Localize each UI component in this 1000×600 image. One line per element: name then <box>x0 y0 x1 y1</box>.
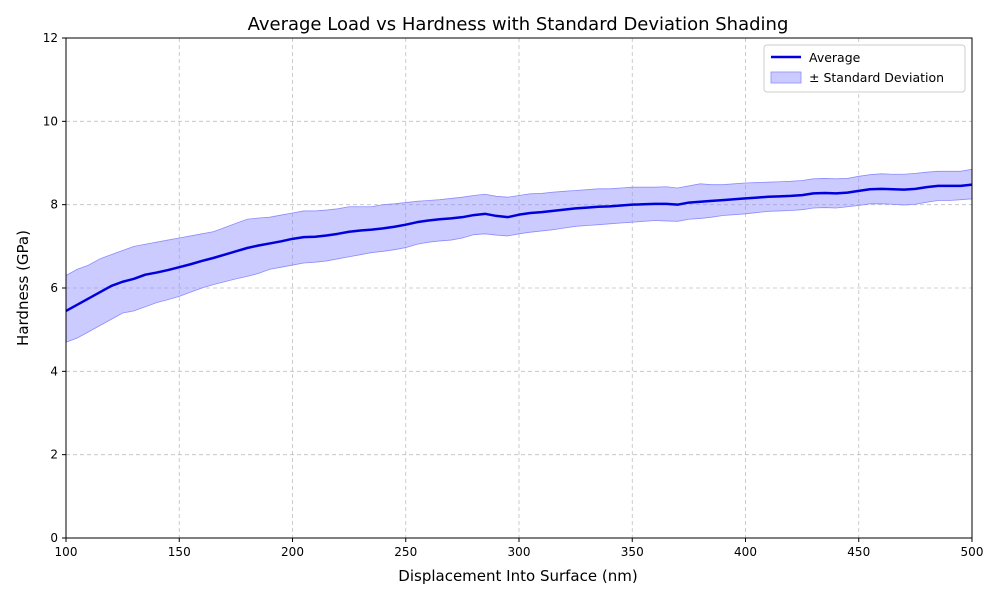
x-axis-label: Displacement Into Surface (nm) <box>398 567 637 585</box>
x-tick-label: 500 <box>961 545 984 559</box>
y-axis-label: Hardness (GPa) <box>14 230 32 346</box>
y-tick-label: 10 <box>43 114 58 128</box>
y-tick-label: 0 <box>50 531 58 545</box>
legend: Average ± Standard Deviation <box>763 44 966 93</box>
x-axis-ticks: 100 150 200 250 300 350 400 450 500 <box>55 538 984 559</box>
average-line <box>65 183 973 313</box>
average-line-layer <box>65 183 973 313</box>
y-tick-label: 2 <box>50 448 58 462</box>
y-tick-label: 8 <box>50 198 58 212</box>
x-tick-label: 350 <box>621 545 644 559</box>
x-tick-label: 400 <box>734 545 757 559</box>
x-tick-label: 100 <box>55 545 78 559</box>
legend-box <box>763 44 966 93</box>
legend-band-label: ± Standard Deviation <box>809 70 944 85</box>
y-tick-label: 4 <box>50 364 58 378</box>
x-tick-label: 150 <box>168 545 191 559</box>
x-tick-label: 200 <box>281 545 304 559</box>
legend-band-swatch <box>770 71 802 84</box>
y-tick-label: 6 <box>50 281 58 295</box>
chart-title: Average Load vs Hardness with Standard D… <box>248 14 789 35</box>
x-tick-label: 250 <box>394 545 417 559</box>
legend-average-label: Average <box>809 50 861 65</box>
y-axis-ticks: 0 2 4 6 8 10 12 <box>43 31 66 545</box>
x-tick-label: 450 <box>847 545 870 559</box>
x-tick-label: 300 <box>508 545 531 559</box>
y-tick-label: 12 <box>43 31 58 45</box>
